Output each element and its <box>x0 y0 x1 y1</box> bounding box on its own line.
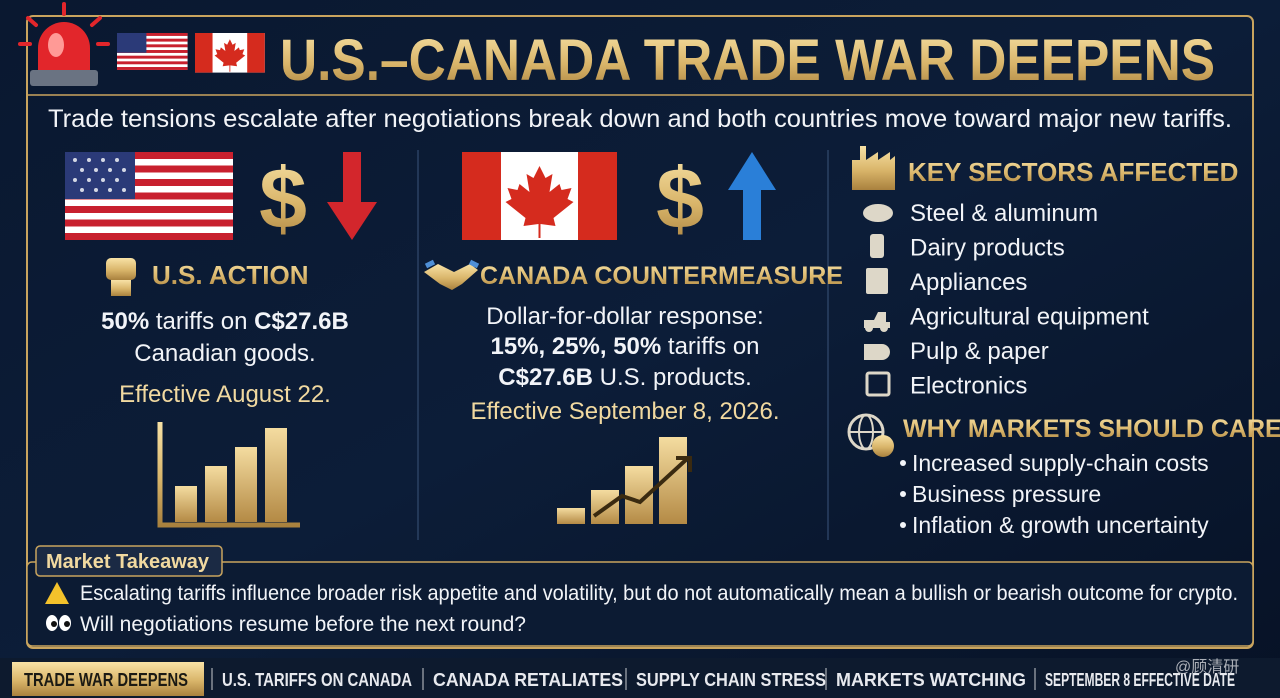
growth-chart-icon <box>547 437 700 530</box>
market-item: Inflation & growth uncertainty <box>912 512 1209 538</box>
canada-flag-small <box>195 33 265 73</box>
ticker-item: MARKETS WATCHING <box>836 670 1026 690</box>
ticker-bar <box>0 658 1280 698</box>
bullet <box>900 522 906 528</box>
bold-figure: 50% <box>101 308 149 335</box>
countermeasure-text: 15%, 25%, 50% tariffs on <box>490 333 759 360</box>
bullet <box>900 460 906 466</box>
takeaway-tab <box>35 545 223 577</box>
us-flag-small <box>117 33 188 70</box>
subtitle: Trade tensions escalate after negotiatio… <box>48 105 1232 133</box>
countermeasure-text: Dollar-for-dollar response: <box>486 303 763 330</box>
eyes-icon <box>46 615 71 631</box>
takeaway-box <box>26 561 1254 647</box>
text-run: tariffs on <box>661 333 759 360</box>
takeaway-text: Escalating tariffs influence broader ris… <box>80 582 1238 605</box>
text-run: tariffs on <box>149 308 254 335</box>
dollar-sign: $ <box>259 151 307 247</box>
countermeasure-text: C$27.6B U.S. products. <box>498 364 751 391</box>
sector-item: Dairy products <box>910 235 1065 262</box>
section-heading: KEY SECTORS AFFECTED <box>908 157 1238 187</box>
up-arrow <box>728 152 776 240</box>
ticker-item: TRADE WAR DEEPENS <box>24 670 188 690</box>
us-flag <box>65 152 233 240</box>
sector-item: Agricultural equipment <box>910 304 1149 331</box>
bullet <box>900 491 906 497</box>
sector-item: Steel & aluminum <box>910 200 1098 227</box>
frame <box>26 15 1254 649</box>
globe-icon <box>847 413 894 457</box>
takeaway-text: Will negotiations resume before the next… <box>80 613 526 636</box>
ticker-item: SUPPLY CHAIN STRESS <box>636 670 826 690</box>
warning-icon <box>45 582 69 604</box>
bold-figure: 15%, 25%, 50% <box>490 333 661 360</box>
effective-date: Effective August 22. <box>119 381 331 408</box>
market-item: Increased supply-chain costs <box>912 450 1209 476</box>
ticker-item: SEPTEMBER 8 EFFECTIVE DATE <box>1045 670 1235 690</box>
ticker-item: CANADA RETALIATES <box>433 670 623 690</box>
ticker: TRADE WAR DEEPENS U.S. TARIFFS ON CANADA C… <box>24 668 1235 690</box>
text-run: U.S. products. <box>593 364 752 391</box>
bold-figure: C$27.6B <box>254 308 349 335</box>
sector-icons <box>863 204 893 397</box>
handshake-icon <box>424 259 480 290</box>
sector-item: Electronics <box>910 373 1027 400</box>
dollar-sign: $ <box>656 151 704 247</box>
canada-flag <box>462 152 617 240</box>
section-heading: CANADA COUNTERMEASURE <box>480 262 843 290</box>
market-list: Increased supply-chain costs Business pre… <box>900 450 1209 538</box>
takeaway-heading: Market Takeaway <box>46 551 210 573</box>
bold-figure: C$27.6B <box>498 364 593 391</box>
title: U.S.–CANADA TRADE WAR DEEPENS <box>280 28 1215 93</box>
factory-icon <box>852 146 895 190</box>
sector-item: Appliances <box>910 269 1027 296</box>
effective-date: Effective September 8, 2026. <box>470 398 779 425</box>
watermark: @顾清研 <box>1175 658 1239 676</box>
sector-item: Pulp & paper <box>910 338 1049 365</box>
sector-list: Steel & aluminum Dairy products Appliances… <box>910 200 1149 400</box>
ticker-item: U.S. TARIFFS ON CANADA <box>222 670 412 690</box>
market-item: Business pressure <box>912 481 1101 507</box>
fist-icon <box>106 258 136 296</box>
bar-chart-icon <box>157 422 300 528</box>
section-heading: U.S. ACTION <box>152 260 308 290</box>
section-heading: WHY MARKETS SHOULD CARE <box>903 415 1280 443</box>
ticker-highlight <box>12 662 204 696</box>
action-text: 50% tariffs on C$27.6B <box>101 308 349 335</box>
down-arrow <box>327 152 377 240</box>
action-text: Canadian goods. <box>134 340 315 367</box>
siren-icon <box>18 2 110 86</box>
